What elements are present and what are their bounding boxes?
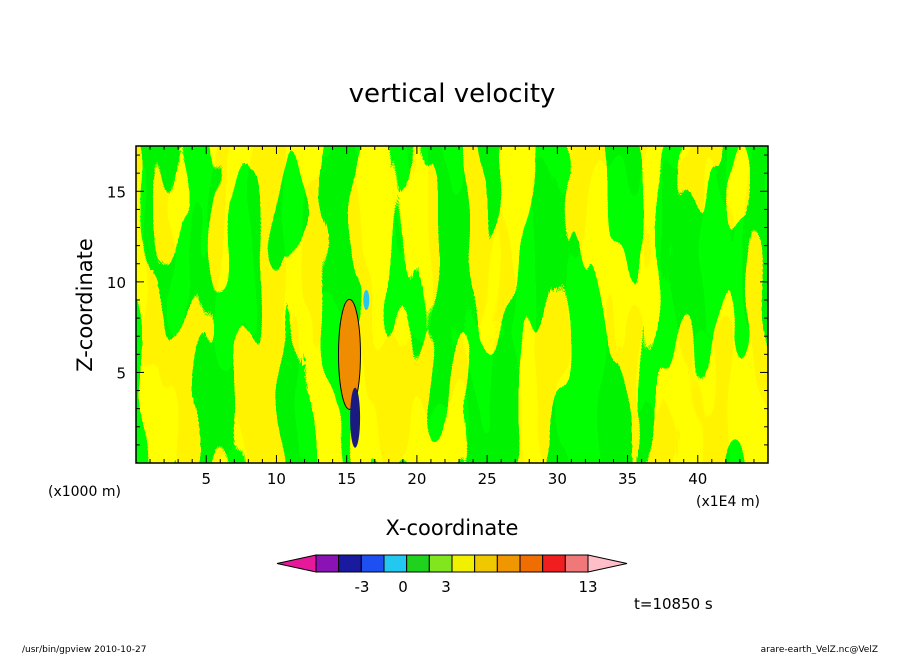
colorbar-swatch <box>542 554 566 573</box>
x-axis-label: X-coordinate <box>386 516 519 540</box>
colorbar-tick-label: 0 <box>398 578 408 596</box>
chart-title: vertical velocity <box>349 79 556 109</box>
colorbar-swatch <box>519 554 544 573</box>
x-tick-label: 10 <box>267 470 286 488</box>
x-axis: 5 10 15 20 25 30 35 40 <box>149 146 755 488</box>
time-annotation: t=10850 s <box>634 595 713 613</box>
x-unit-left: (x1000 m) <box>48 484 121 500</box>
updraft-core <box>337 298 361 410</box>
colorbar-swatch <box>338 554 362 573</box>
footer-right: arare-earth_VelZ.nc@VelZ <box>761 645 878 654</box>
x-tick-label: 15 <box>337 470 356 488</box>
updraft-core-center <box>350 387 361 448</box>
colorbar-swatch <box>564 554 589 573</box>
colorbar-swatch <box>496 554 521 573</box>
x-tick-label: 35 <box>618 470 637 488</box>
downdraft-patch <box>363 289 370 310</box>
plot-area <box>136 146 768 463</box>
colorbar-under-arrow <box>276 554 317 573</box>
colorbar-swatch <box>474 554 498 573</box>
colorbar-swatch <box>315 554 340 573</box>
x-tick-label: 40 <box>688 470 707 488</box>
colorbar-over-arrow <box>587 554 628 573</box>
x-tick-label: 5 <box>201 470 211 488</box>
plot-frame <box>135 145 769 464</box>
colorbar-swatch <box>360 554 385 573</box>
colorbar-swatch <box>428 554 453 573</box>
colorbar-swatch <box>383 554 408 573</box>
x-tick-label: 20 <box>407 470 426 488</box>
updraft-core-group <box>337 289 370 448</box>
y-tick-label: 10 <box>107 274 126 292</box>
y-tick-label: 15 <box>107 183 126 201</box>
y-axis: 5 10 15 <box>107 154 768 446</box>
x-tick-label: 30 <box>548 470 567 488</box>
colorbar-tick-label: -3 <box>355 578 370 596</box>
footer-left: /usr/bin/gpview 2010-10-27 <box>22 645 146 654</box>
colorbar-swatch <box>406 554 430 573</box>
y-tick-label: 5 <box>116 364 126 382</box>
colorbar-swatch <box>451 554 476 573</box>
x-unit-right: (x1E4 m) <box>696 494 760 510</box>
y-axis-label: Z-coordinate <box>73 238 97 372</box>
colorbar: -3 0 3 13 <box>276 554 628 596</box>
colorbar-tick-label: 3 <box>441 578 451 596</box>
x-tick-label: 25 <box>478 470 497 488</box>
colorbar-tick-label: 13 <box>578 578 597 596</box>
field-background <box>136 146 768 463</box>
